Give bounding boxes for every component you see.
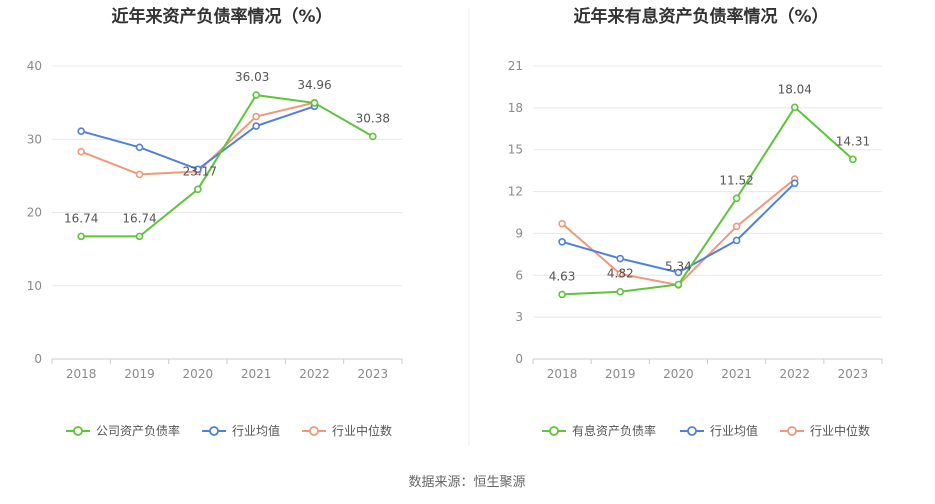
y-tick-label: 30 [27,132,42,146]
y-tick-label: 18 [508,101,523,115]
legend-label: 行业中位数 [332,423,392,438]
y-tick-label: 12 [508,185,523,199]
series-point [135,143,144,152]
series-point [732,222,741,231]
chart-title: 近年来有息资产负债率情况（%） [573,6,828,27]
series-point [77,232,85,241]
x-tick-label: 2018 [66,367,97,381]
y-tick-label: 0 [515,352,523,366]
series-point [310,99,319,107]
x-tick-label: 2020 [183,367,214,381]
data-label: 36.03 [235,70,269,84]
legend-label: 有息资产负债率 [572,423,656,438]
series-point [790,179,799,187]
series-point [135,232,144,241]
chart-interest-debt-ratio: 近年来有息资产负债率情况（%） 0 3 6 9 12 15 18 21 2018 2019 2020 2… [508,6,883,438]
data-label: 16.74 [122,211,156,225]
y-tick-label: 40 [27,59,42,73]
series-point [616,270,625,278]
series-point [135,170,144,179]
series-line [81,94,374,238]
data-label: 4.82 [607,267,634,281]
legend-label: 行业均值 [232,423,280,438]
y-tick-label: 10 [27,279,42,293]
series-point [252,112,260,121]
data-label: 23.17 [183,164,217,178]
x-tick-label: 2022 [779,367,810,381]
series-point [558,290,566,299]
x-tick-label: 2020 [663,367,694,381]
data-label: 16.74 [64,211,98,225]
data-label: 4.63 [549,269,576,283]
series-point [252,91,260,99]
x-tick-label: 2021 [241,367,272,381]
legend-marker [73,426,83,436]
x-tick-label: 2021 [721,367,752,381]
legend-label: 行业均值 [710,423,758,438]
series-point [732,194,741,203]
data-source: 数据来源：恒生聚源 [408,475,525,490]
series-point [616,254,625,263]
series-point [252,122,260,130]
legend-marker [687,426,697,436]
y-tick-label: 3 [515,310,523,324]
y-tick-label: 21 [508,59,523,73]
data-label: 14.31 [836,134,870,148]
y-tick-label: 9 [515,226,523,240]
series-point [849,155,857,164]
y-tick-label: 6 [515,268,523,282]
x-tick-label: 2023 [838,367,869,381]
series-point [616,287,625,296]
series-point [732,236,741,245]
series-point [674,280,683,289]
data-label: 18.04 [778,82,812,96]
series-point [558,219,566,228]
series-point [77,147,85,156]
data-label: 34.96 [297,78,331,92]
series-point [790,103,799,112]
legend-marker [787,426,797,436]
chart-title: 近年来资产负债率情况（%） [111,6,332,27]
series-point [674,268,683,277]
y-tick-label: 0 [34,352,42,366]
legend-label: 公司资产负债率 [96,423,180,438]
series-point [558,238,566,246]
data-label: 5.34 [665,259,692,273]
series-point [77,127,85,135]
series-point [194,185,202,194]
x-tick-label: 2022 [299,367,330,381]
x-tick-label: 2019 [124,367,155,381]
x-tick-label: 2023 [358,367,389,381]
chart-debt-ratio: 近年来资产负债率情况（%） 0 10 20 30 40 2018 2019 2020 2021 20… [27,6,403,438]
series-line [80,105,315,171]
legend-label: 行业中位数 [810,423,870,438]
series-line [562,105,854,296]
series-point [369,132,377,141]
data-label: 11.52 [719,173,753,187]
series-point [194,165,202,174]
y-tick-label: 15 [508,143,523,157]
legend-marker [209,426,219,436]
y-tick-label: 20 [27,206,42,220]
x-tick-label: 2019 [605,367,636,381]
legend-marker [549,426,559,436]
legend-marker [309,426,319,436]
data-label: 30.38 [356,111,390,125]
x-tick-label: 2018 [547,367,578,381]
